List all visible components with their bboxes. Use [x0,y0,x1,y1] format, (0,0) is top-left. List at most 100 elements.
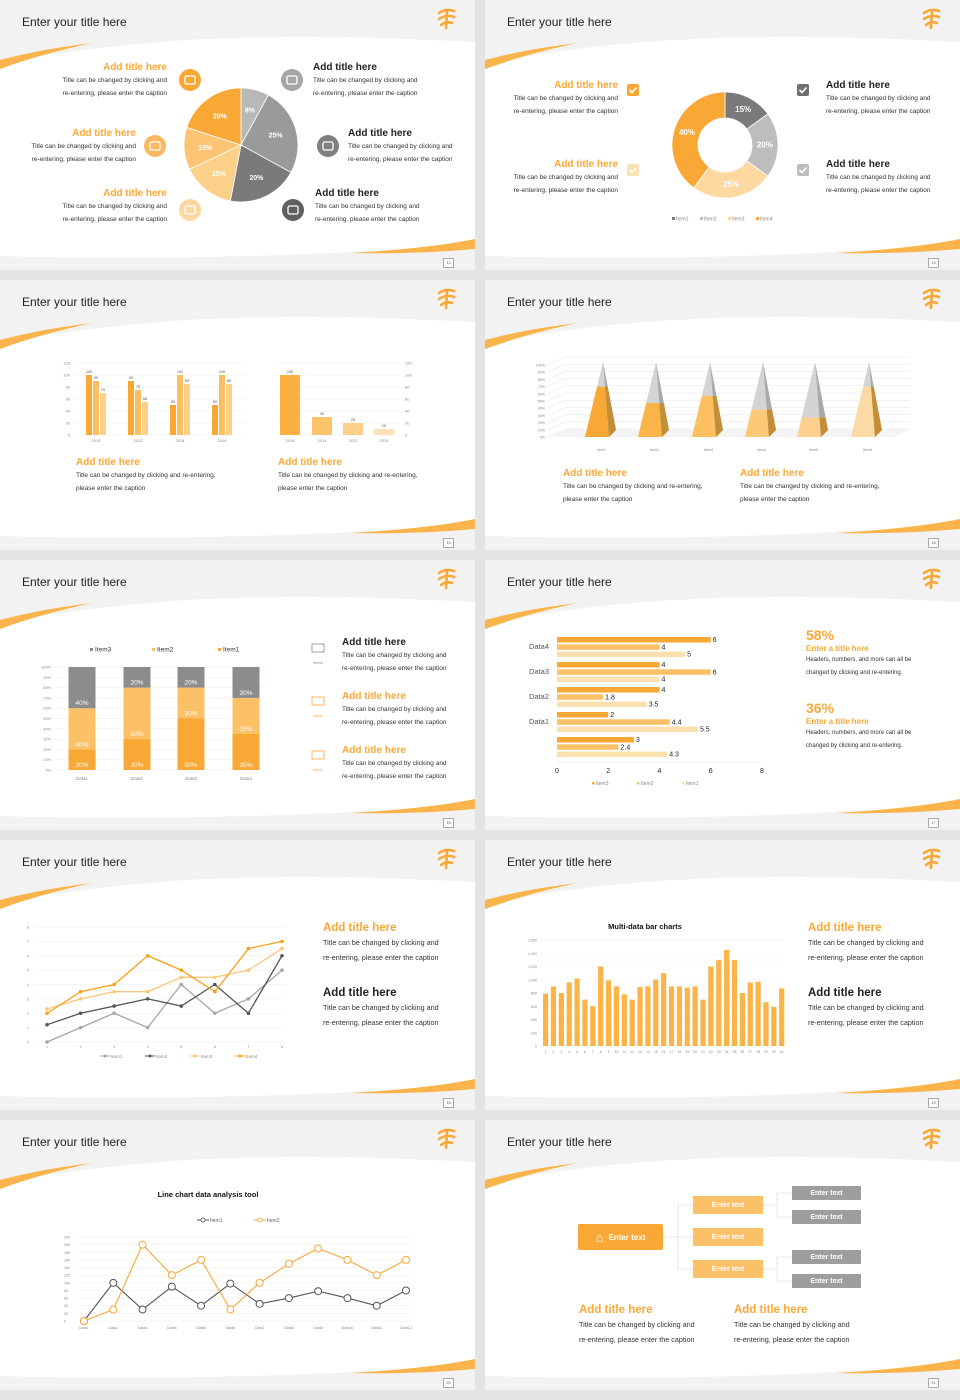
bar [557,737,634,743]
page-number: 13 [928,258,939,268]
logo-icon [437,288,456,310]
tick-label: 70% [538,385,546,389]
data-point [145,953,150,958]
block-caption: please enter the caption [76,484,146,492]
pie-slice [188,144,242,202]
legend-label: Item1 [676,217,689,223]
tick-label: 40% [538,407,546,411]
bar [731,959,738,1046]
legend-label: Item3 [201,1054,213,1059]
tick-label: 70% [43,696,51,700]
legend-marker [257,1217,263,1223]
slide-7[interactable]: 0 1 2 3 4 5 6 7 8 1 2 3 4 5 6 7 8 Item1 Item2 Item3 Item4 Ent… [0,840,475,1110]
data-label: 55 [143,397,147,401]
text-block: Add title here Title can be changed by cl… [513,157,618,197]
icon-circle [281,69,303,91]
text-block: Add title here Title can be changed by cl… [62,186,167,226]
x-tick-label: Data1 [79,1326,89,1330]
block-caption: Title can be changed by clicking and [62,203,167,210]
legend-swatch [672,217,675,220]
gridline [547,407,910,416]
root-node[interactable]: ⌂ Enter text [578,1224,663,1250]
text-block: Add title here Title can be changed by cl… [808,986,924,1030]
tick-label: 1,600 [528,939,537,943]
data-label: 50 [171,400,175,404]
data-label: 50 [213,400,217,404]
checkbox-icon [627,84,639,96]
data-label: 20% [757,141,773,150]
data-label: 30% [239,690,252,697]
logo-icon [437,848,456,870]
tick-label: 800 [531,992,537,996]
slide-2[interactable]: 15% 20% 25% 40% Item1 Item2 Item3 Item4 Enter yo… [485,0,960,270]
x-tick-label: 3 [113,1045,115,1049]
page-number: 12 [443,258,454,268]
slide-8[interactable]: Multi-data bar charts 0 200 400 600 800 1,000 1… [485,840,960,1110]
legend-swatch [682,782,685,785]
data-point [226,1279,235,1288]
leaf-node[interactable]: Enter text [792,1186,861,1200]
logo-stroke [929,569,934,590]
slide-3[interactable]: 0 20 40 60 80 100 120 2010 100 90 70 2012 90 75 55 2014… [0,280,475,550]
bar [716,959,722,1046]
block-title: Add title here [740,468,804,479]
tick-label: 80% [43,686,51,690]
x-tick-label: Item6 [863,448,872,452]
line-series [46,969,283,1043]
bar [779,988,785,1046]
slide-5[interactable]: 0% 10% 20% 30% 40% 50% 60% 70% 80% 90% 100% 20% 40% 4… [0,560,475,830]
icon-glyph [287,205,299,215]
block-caption: re-entering, please enter the caption [31,155,136,163]
leaf-node[interactable]: Enter text [792,1250,861,1264]
middle-node[interactable]: Enter text [693,1260,763,1278]
tick-label: 0% [46,769,52,773]
pyramid-fill [585,386,609,437]
x-tick-label: 6 [709,768,713,775]
tick-label: 20 [405,421,410,426]
pyramid-fill [692,395,716,437]
legend-marker [148,1054,152,1058]
slide-1[interactable]: 8% 25% 20% 15% 12% 20% Enter your title here 12… [0,0,475,270]
check-mark [628,166,638,174]
x-tick-label: 11 [623,1050,627,1054]
tick-label: 0% [540,436,546,440]
text-block: Add title here Title can be changed by cl… [342,635,447,675]
stat-value: 58% [806,627,835,643]
middle-node[interactable]: Enter text [693,1196,763,1214]
middle-node[interactable]: Enter text [693,1228,763,1246]
data-point [372,1301,381,1310]
bar [177,375,183,435]
icon-label: Item3 [313,661,323,665]
bar [574,978,580,1046]
slide-9[interactable]: Line chart data analysis tool 0 20 40 60 80 10… [0,1120,475,1390]
leaf-node[interactable]: Enter text [792,1210,861,1224]
slide-10[interactable]: Enter your title here 21 ⌂ Enter text Enter … [485,1120,960,1390]
tick-label: 120 [63,361,70,366]
bar [676,986,683,1046]
slide-6[interactable]: 6 4 5 Data4 4 6 4 Data3 4 1.8 3.5 Data2 2 4.4 5.5 Data1… [485,560,960,830]
block-caption: re-entering, please enter the caption [315,215,420,223]
x-tick-label: 19 [685,1050,689,1054]
slide-title: Enter your title here [22,575,127,589]
legend-label: Item2 [157,647,174,654]
data-label: 40% [75,700,88,707]
block-caption: re-entering, please enter the caption [826,186,931,194]
bar [700,999,706,1046]
tick-label: 4 [27,983,29,987]
stat-caption: changed by clicking and re-entering. [806,742,903,749]
slide-4[interactable]: 0% 10% 20% 30% 40% 50% 60% 70% 80% 90% 100% Item1 It… [485,280,960,550]
block-caption: Title can be changed by clicking and [734,1320,850,1329]
bar [692,986,698,1046]
content-area [0,876,475,1098]
bar [629,999,635,1046]
tick-label: 0 [68,433,71,438]
block-caption: Title can be changed by clicking and [808,938,924,947]
line-series [46,955,283,1026]
legend-swatch [592,782,595,785]
leaf-node[interactable]: Enter text [792,1274,861,1288]
check-mark [628,86,638,94]
data-label: 40% [75,741,88,748]
slide-title: Enter your title here [507,855,612,869]
block-caption: Title can be changed by clicking and re-… [76,472,216,479]
gridline [547,421,910,431]
